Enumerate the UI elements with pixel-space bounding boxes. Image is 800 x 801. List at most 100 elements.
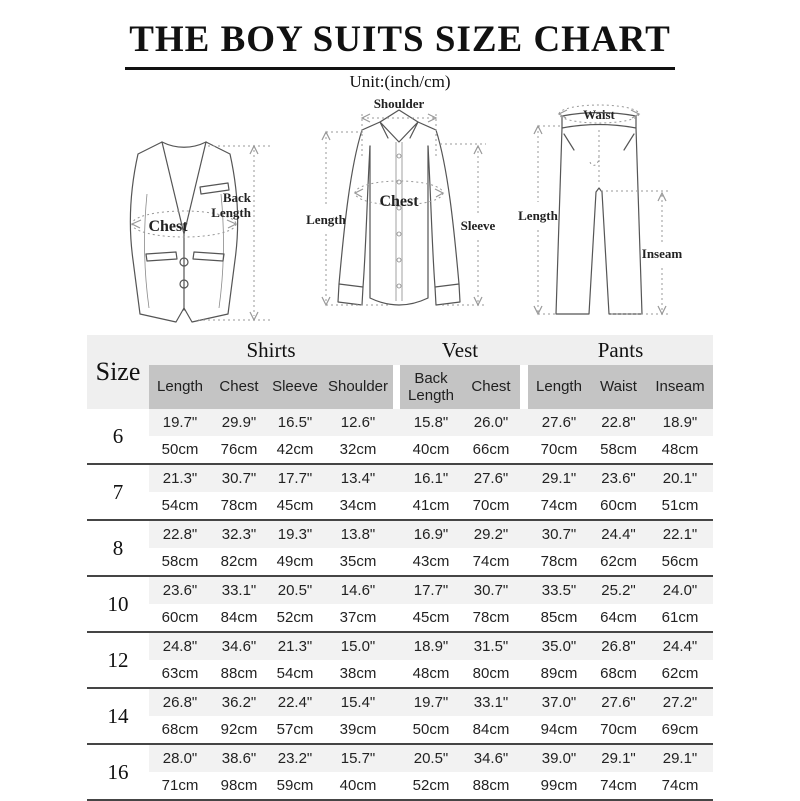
- column-header-shoulder: Shoulder: [323, 365, 393, 409]
- size-cell: 14: [107, 703, 129, 728]
- cm-value-cell: 48cm: [661, 441, 699, 458]
- inch-value-cell: 27.6": [473, 470, 509, 487]
- inch-value-cell: 34.6": [473, 750, 509, 767]
- cm-value-cell: 92cm: [220, 721, 258, 738]
- inch-value-cell: 17.7": [277, 470, 313, 487]
- inch-value-cell: 13.4": [340, 470, 376, 487]
- inch-value-cell: 32.3": [221, 526, 257, 543]
- title-block: THE BOY SUITS SIZE CHART: [0, 19, 800, 70]
- header-band: [87, 335, 713, 365]
- inch-row-stripe: [149, 745, 713, 772]
- cm-value-cell: 74cm: [540, 497, 578, 514]
- size-cell: 12: [107, 647, 129, 672]
- inch-value-cell: 18.9": [662, 414, 698, 431]
- cm-value-cell: 41cm: [412, 497, 450, 514]
- cm-value-cell: 70cm: [472, 497, 510, 514]
- inch-value-cell: 21.3": [162, 470, 198, 487]
- cm-value-cell: 52cm: [276, 609, 314, 626]
- size-chart-table: Size Shirts Vest Pants Length Chest Sleeve…: [87, 335, 713, 801]
- cm-value-cell: 63cm: [161, 665, 199, 682]
- table-row-size-14: 14 26.8" 36.2" 22.4" 15.4" 19.7" 33.1" 37.0" 27.…: [87, 689, 713, 745]
- inch-value-cell: 29.9": [221, 414, 257, 431]
- page-title: THE BOY SUITS SIZE CHART: [125, 19, 675, 70]
- column-header-back-length: Back Length: [400, 365, 462, 409]
- cm-value-cell: 38cm: [339, 665, 377, 682]
- cm-value-cell: 64cm: [600, 609, 637, 626]
- inch-value-cell: 23.2": [277, 750, 313, 767]
- cm-value-cell: 89cm: [540, 665, 578, 682]
- inch-value-cell: 33.1": [221, 582, 257, 599]
- column-header-length: Length: [528, 365, 590, 409]
- cm-value-cell: 88cm: [220, 665, 258, 682]
- cm-value-cell: 40cm: [339, 777, 377, 794]
- inch-value-cell: 24.8": [162, 638, 198, 655]
- inch-value-cell: 27.6": [601, 694, 636, 711]
- cm-value-cell: 60cm: [161, 609, 199, 626]
- inch-row-stripe: [149, 689, 713, 716]
- inch-value-cell: 23.6": [601, 470, 636, 487]
- pants-illustration: Waist Length Inseam: [518, 104, 683, 316]
- pants-inseam-label: Inseam: [642, 246, 683, 261]
- cm-value-cell: 70cm: [540, 441, 578, 458]
- shirt-diagram: Shoulder Length Sleeve Chest: [292, 98, 507, 333]
- inch-value-cell: 20.5": [413, 750, 449, 767]
- inch-value-cell: 36.2": [221, 694, 257, 711]
- column-header-chest: Chest: [462, 365, 520, 409]
- inch-value-cell: 37.0": [541, 694, 577, 711]
- table-body: 6 19.7" 29.9" 16.5" 12.6" 15.8" 26.0" 27.6" 22.8…: [87, 409, 713, 801]
- inch-value-cell: 15.8": [413, 414, 449, 431]
- cm-value-cell: 40cm: [412, 441, 450, 458]
- inch-value-cell: 19.7": [413, 694, 449, 711]
- cm-value-cell: 37cm: [339, 609, 377, 626]
- cm-value-cell: 82cm: [220, 553, 258, 570]
- cm-value-cell: 58cm: [600, 441, 637, 458]
- cm-value-cell: 74cm: [661, 777, 699, 794]
- table-row-size-10: 10 23.6" 33.1" 20.5" 14.6" 17.7" 30.7" 33.5" 25.…: [87, 577, 713, 633]
- cm-value-cell: 62cm: [600, 553, 637, 570]
- inch-value-cell: 16.5": [277, 414, 313, 431]
- cm-value-cell: 54cm: [161, 497, 199, 514]
- pants-waist-label: Waist: [583, 107, 615, 122]
- pants-length-label: Length: [518, 208, 559, 223]
- inch-value-cell: 27.6": [541, 414, 577, 431]
- cm-value-cell: 39cm: [339, 721, 377, 738]
- cm-value-cell: 70cm: [600, 721, 637, 738]
- group-header-shirts: Shirts: [246, 337, 296, 362]
- inch-value-cell: 22.4": [277, 694, 313, 711]
- inch-value-cell: 38.6": [221, 750, 257, 767]
- inch-row-stripe: [149, 633, 713, 660]
- group-header-pants: Pants: [597, 337, 644, 362]
- inch-value-cell: 33.1": [473, 694, 509, 711]
- inch-value-cell: 35.0": [541, 638, 577, 655]
- cm-value-cell: 78cm: [220, 497, 258, 514]
- vest-diagram: Chest Back Length: [102, 132, 280, 332]
- inch-value-cell: 21.3": [277, 638, 313, 655]
- table-row-size-7: 7 21.3" 30.7" 17.7" 13.4" 16.1" 27.6" 29.1" 23.6…: [87, 465, 713, 521]
- column-header-waist: Waist: [590, 365, 647, 409]
- inch-value-cell: 17.7": [413, 582, 449, 599]
- inch-value-cell: 26.0": [473, 414, 509, 431]
- cm-value-cell: 78cm: [472, 609, 510, 626]
- column-header-length: Length: [149, 365, 211, 409]
- inch-value-cell: 27.2": [662, 694, 698, 711]
- inch-value-cell: 34.6": [221, 638, 257, 655]
- inch-value-cell: 24.4": [601, 526, 636, 543]
- size-cell: 7: [112, 479, 124, 504]
- size-cell: 10: [107, 591, 129, 616]
- cm-value-cell: 80cm: [472, 665, 510, 682]
- cm-value-cell: 61cm: [661, 609, 699, 626]
- column-header-sleeve: Sleeve: [267, 365, 323, 409]
- inch-value-cell: 26.8": [601, 638, 636, 655]
- inch-value-cell: 30.7": [473, 582, 509, 599]
- shirt-length-label: Length: [306, 212, 347, 227]
- inch-value-cell: 23.6": [162, 582, 198, 599]
- inch-value-cell: 25.2": [601, 582, 636, 599]
- measurement-diagrams: Chest Back Length: [0, 96, 800, 336]
- inch-value-cell: 31.5": [473, 638, 509, 655]
- inch-value-cell: 14.6": [340, 582, 376, 599]
- inch-value-cell: 33.5": [541, 582, 577, 599]
- inch-value-cell: 16.9": [413, 526, 449, 543]
- cm-value-cell: 85cm: [540, 609, 578, 626]
- cm-value-cell: 35cm: [339, 553, 377, 570]
- inch-value-cell: 29.1": [662, 750, 698, 767]
